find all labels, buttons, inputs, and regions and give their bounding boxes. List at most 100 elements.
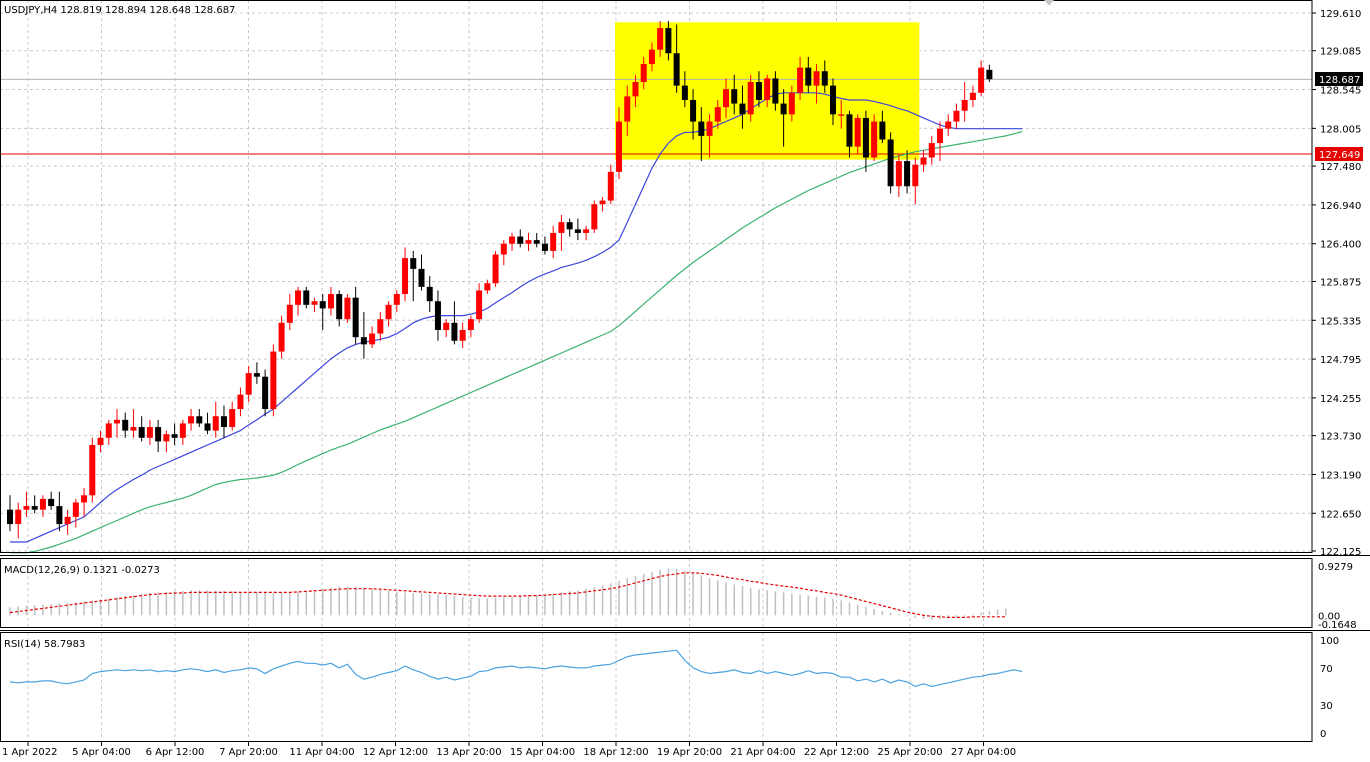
rsi-tick-label: 0 — [1320, 729, 1326, 740]
price-tick-label: 125.875 — [1320, 277, 1361, 288]
candle-body — [443, 322, 450, 330]
macd-tick-label: 0.9279 — [1318, 562, 1353, 573]
candle-body — [451, 322, 458, 341]
candle-body — [434, 301, 441, 330]
macd-tick-label: 0.00 — [1318, 611, 1340, 622]
candle-body — [171, 434, 178, 438]
candle-body — [978, 67, 985, 93]
candle-body — [624, 96, 631, 122]
candle-body — [797, 67, 804, 93]
candle-body — [772, 78, 779, 104]
candle-body — [212, 416, 219, 431]
level-price-badge — [1315, 147, 1363, 161]
candle-body — [616, 121, 623, 172]
main-header: USDJPY,H4 128.819 128.894 128.648 128.68… — [4, 5, 235, 16]
candle-body — [262, 376, 269, 410]
price-tick-label: 123.190 — [1320, 470, 1361, 481]
price-tick-label: 122.650 — [1320, 509, 1361, 520]
candle-body — [253, 373, 260, 377]
rsi-panel — [9, 649, 1023, 688]
candle-body — [105, 423, 112, 438]
candle-body — [714, 107, 721, 122]
candle-body — [484, 283, 491, 291]
candle-body — [813, 71, 820, 86]
candle-body — [747, 82, 754, 115]
candle-body — [607, 171, 614, 201]
candle-body — [476, 290, 483, 320]
candle-body — [599, 200, 606, 205]
candle-body — [640, 64, 647, 83]
candle-body — [385, 304, 392, 320]
rsi-tick-label: 70 — [1320, 664, 1333, 675]
candle-body — [805, 67, 812, 86]
price-tick-label: 126.400 — [1320, 240, 1361, 251]
time-tick-label: 22 Apr 12:00 — [804, 747, 869, 758]
candle-body — [887, 139, 894, 187]
candle-body — [920, 157, 927, 165]
candle-body — [690, 99, 697, 122]
candle-body — [56, 506, 63, 525]
candle-body — [558, 222, 565, 233]
candle-body — [509, 236, 516, 244]
candle-body — [48, 498, 55, 507]
candle-body — [31, 506, 38, 510]
rsi-tick-label: 30 — [1320, 701, 1333, 712]
candle-body — [229, 409, 236, 428]
rsi-line — [9, 649, 1023, 688]
candle-body — [360, 337, 367, 345]
candle-body — [122, 419, 129, 431]
candle-body — [755, 82, 762, 100]
candle-body — [72, 502, 79, 517]
rsi-tick-label: 100 — [1320, 636, 1339, 647]
candle-body — [986, 69, 993, 80]
time-tick-label: 12 Apr 12:00 — [363, 747, 428, 758]
candle-body — [665, 28, 672, 54]
candle-body — [862, 117, 869, 158]
time-tick-label: 11 Apr 04:00 — [289, 747, 354, 758]
candle-body — [681, 85, 688, 100]
moving-averages — [10, 92, 1023, 554]
time-tick-label: 15 Apr 04:00 — [510, 747, 575, 758]
candle-body — [237, 394, 244, 410]
panel-border — [0, 0, 1313, 553]
candle-body — [912, 164, 919, 187]
candle-body — [821, 71, 828, 86]
time-tick-label: 5 Apr 04:00 — [72, 747, 131, 758]
candle-body — [583, 229, 590, 233]
candle-body — [204, 423, 211, 431]
price-tick-label: 128.545 — [1320, 86, 1361, 97]
candle-body — [327, 294, 334, 309]
candle-body — [928, 143, 935, 158]
macd-tick-label: -0.1648 — [1318, 620, 1357, 631]
candle-body — [541, 243, 548, 251]
candle-body — [961, 99, 968, 111]
candle-body — [517, 236, 524, 244]
candle-body — [895, 161, 902, 187]
candle-body — [146, 427, 153, 438]
macd-header: MACD(12,26,9) 0.1321 -0.0273 — [4, 565, 160, 576]
price-tick-label: 129.085 — [1320, 47, 1361, 58]
candle-body — [838, 114, 845, 116]
current-price-label: 128.687 — [1319, 75, 1360, 86]
candle-body — [402, 258, 409, 295]
panel-border — [0, 632, 1313, 742]
candle-body — [632, 82, 639, 97]
price-tick-label: 127.480 — [1320, 162, 1361, 173]
candle-body — [245, 373, 252, 395]
candle-body — [525, 240, 532, 244]
candle-body — [830, 85, 836, 115]
candle-body — [336, 294, 343, 320]
candle-body — [220, 416, 227, 428]
candle-body — [500, 243, 507, 255]
price-tick-label: 125.335 — [1320, 316, 1361, 327]
price-tick-label: 126.940 — [1320, 201, 1361, 212]
candle-body — [97, 437, 104, 445]
candle-body — [591, 204, 598, 230]
candle-body — [270, 351, 277, 410]
candle-body — [467, 319, 474, 330]
candle-body — [295, 290, 302, 305]
candle-body — [113, 419, 120, 424]
candle-body — [89, 444, 96, 496]
candle-body — [953, 110, 960, 122]
